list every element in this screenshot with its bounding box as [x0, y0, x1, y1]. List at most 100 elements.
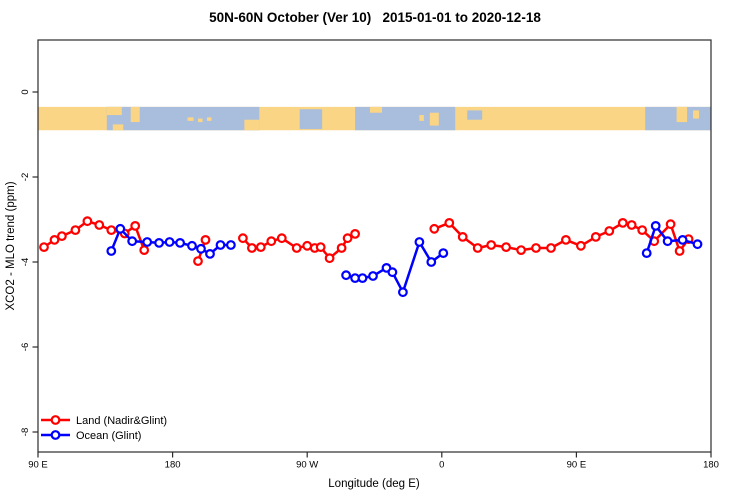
- land-data-point: [336, 243, 347, 253]
- ocean-data-point: [205, 248, 215, 259]
- map-land-patch: [130, 106, 140, 123]
- land-data-point: [246, 243, 257, 253]
- legend-item-ocean: Ocean (Glint): [41, 430, 141, 442]
- land-data-point: [315, 242, 326, 253]
- ocean-data-point: [368, 271, 378, 281]
- map-land-patch: [370, 106, 382, 113]
- map-land-patch: [419, 115, 424, 121]
- y-tick-label: -2: [20, 173, 31, 181]
- data-series-layer: [39, 216, 703, 298]
- map-land-patch: [244, 119, 260, 131]
- land-data-point: [342, 233, 353, 244]
- land-data-point: [665, 219, 676, 230]
- map-land-patch: [676, 106, 688, 123]
- chart-title: 50N-60N October (Ver 10) 2015-01-01 to 2…: [209, 10, 541, 25]
- ocean-data-point: [398, 287, 408, 298]
- land-data-point: [200, 234, 211, 245]
- ocean-data-point: [426, 257, 437, 267]
- land-data-point: [350, 228, 361, 239]
- x-tick-label: 90 W: [296, 460, 318, 471]
- series-land: [39, 216, 694, 267]
- map-land-patch: [206, 117, 212, 121]
- land-data-point: [57, 231, 67, 242]
- map-ocean-band: [299, 109, 323, 130]
- land-data-point: [82, 216, 93, 227]
- land-data-point: [39, 242, 49, 253]
- ocean-data-point: [115, 223, 126, 234]
- ocean-data-point: [414, 237, 425, 247]
- ocean-data-point: [106, 246, 117, 256]
- land-data-point: [291, 243, 302, 253]
- ocean-series-line: [344, 240, 445, 294]
- land-data-point: [486, 240, 497, 250]
- land-data-point: [255, 242, 266, 253]
- legend-ocean-marker-icon: [50, 430, 61, 440]
- ocean-data-point: [641, 248, 652, 259]
- ocean-data-point: [692, 239, 703, 250]
- land-data-point: [561, 234, 571, 245]
- land-data-point: [444, 217, 455, 228]
- x-axis-label: Longitude (deg E): [328, 478, 420, 490]
- coastline-map-strip: [38, 106, 711, 131]
- ocean-data-point: [196, 243, 206, 254]
- y-tick-label: -8: [20, 428, 31, 436]
- land-data-point: [130, 220, 141, 231]
- land-data-point: [139, 245, 150, 256]
- ocean-data-point: [225, 240, 236, 250]
- land-data-point: [604, 226, 615, 236]
- x-axis: 90 E 180 90 W 0 90 E 180: [28, 452, 719, 471]
- land-data-point: [546, 243, 556, 253]
- x-tick-label: 180: [703, 460, 719, 471]
- ocean-data-point: [215, 240, 226, 250]
- plot-border: [37, 39, 712, 453]
- land-data-point: [94, 220, 105, 230]
- ocean-data-point: [164, 237, 175, 247]
- legend-land-label: Land (Nadir&Glint): [76, 415, 167, 427]
- ocean-data-point: [142, 237, 153, 247]
- map-land-patch: [198, 118, 203, 123]
- y-tick-label: -4: [20, 258, 31, 266]
- land-data-point: [674, 246, 685, 256]
- ocean-data-point: [127, 236, 138, 247]
- map-land-patch: [187, 117, 194, 121]
- series-ocean: [106, 220, 703, 298]
- x-tick-label: 90 E: [567, 460, 587, 471]
- land-data-point: [617, 217, 628, 228]
- land-data-point: [626, 220, 637, 230]
- land-data-point: [70, 225, 81, 236]
- land-data-point: [637, 225, 648, 236]
- ocean-data-point: [677, 234, 688, 245]
- ocean-data-point: [357, 273, 368, 284]
- land-data-point: [49, 234, 60, 245]
- y-axis-label: XCO2 - MLO trend (ppm): [5, 181, 17, 310]
- land-data-point: [276, 233, 287, 244]
- ocean-data-point: [438, 248, 449, 259]
- land-data-point: [501, 242, 512, 253]
- y-tick-label: -6: [20, 343, 31, 351]
- land-data-point: [472, 243, 483, 253]
- map-land-patch: [112, 124, 124, 131]
- land-data-point: [266, 236, 277, 247]
- ocean-data-point: [387, 267, 398, 278]
- legend: Land (Nadir&Glint) Ocean (Glint): [41, 415, 167, 442]
- land-data-point: [576, 240, 586, 251]
- ocean-data-point: [175, 237, 186, 248]
- land-data-point: [590, 231, 601, 242]
- legend-ocean-label: Ocean (Glint): [76, 430, 141, 442]
- land-data-point: [429, 223, 440, 234]
- land-data-point: [324, 253, 335, 264]
- ocean-data-point: [187, 240, 197, 251]
- map-ocean-band: [467, 110, 483, 120]
- x-tick-label: 0: [439, 460, 444, 471]
- map-land-patch: [693, 110, 700, 119]
- ocean-data-point: [341, 270, 352, 281]
- map-land-patch: [429, 112, 439, 126]
- map-land-patch: [106, 106, 122, 116]
- x-tick-label: 180: [165, 460, 181, 471]
- ocean-data-point: [650, 220, 661, 231]
- ocean-data-point: [662, 236, 673, 247]
- land-data-point: [457, 231, 468, 242]
- land-data-point: [531, 243, 541, 253]
